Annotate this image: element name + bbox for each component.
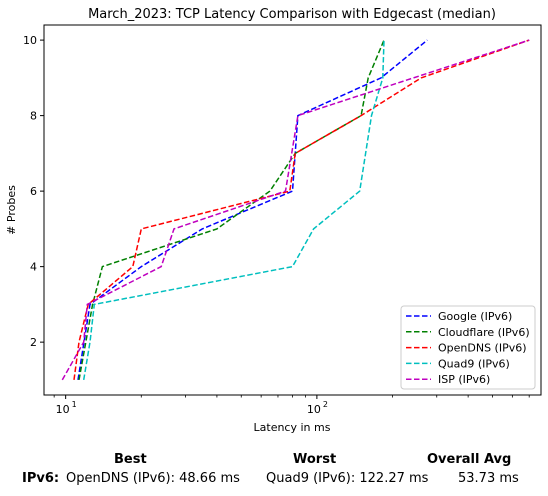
x-tick-label: 10: [307, 403, 321, 416]
y-tick-label: 2: [30, 336, 37, 349]
series-line-opendns-ipv6: [73, 39, 530, 380]
y-axis-label: # Probes: [5, 185, 18, 235]
series-line-isp-ipv6: [61, 39, 530, 381]
series-line-cloudflare-ipv6: [78, 39, 385, 381]
best-header: Best: [114, 452, 147, 467]
x-axis-label: Latency in ms: [254, 421, 331, 434]
legend-label: ISP (IPv6): [438, 373, 490, 386]
legend: Google (IPv6) Cloudflare (IPv6) OpenDNS (I…: [400, 305, 536, 390]
overall-avg-value: 53.73 ms: [458, 471, 519, 486]
legend-box: [400, 305, 536, 390]
series-lines: [61, 39, 530, 381]
legend-label: Quad9 (IPv6): [438, 357, 510, 370]
best-value: OpenDNS (IPv6): 48.66 ms: [66, 471, 240, 486]
y-tick-label: 8: [30, 110, 37, 123]
y-tick-label: 6: [30, 185, 37, 198]
y-tick-label: 10: [23, 34, 37, 47]
latency-chart: March_2023: TCP Latency Comparison with …: [5, 7, 542, 434]
x-tick-exponent: 2: [323, 400, 328, 409]
x-tick-label: 10: [56, 403, 70, 416]
y-tick-label: 4: [30, 261, 37, 274]
x-tick-exponent: 1: [72, 400, 77, 409]
legend-label: Google (IPv6): [438, 310, 512, 323]
overall-avg-header: Overall Avg: [427, 452, 512, 467]
ipv6-row-label: IPv6: [22, 471, 54, 486]
legend-label: OpenDNS (IPv6): [438, 342, 527, 355]
series-line-quad9-ipv6: [82, 40, 385, 381]
chart-title: March_2023: TCP Latency Comparison with …: [88, 7, 496, 22]
series-line-google-ipv6: [77, 39, 428, 381]
legend-label: Cloudflare (IPv6): [438, 326, 530, 339]
worst-header: Worst: [293, 452, 337, 467]
ipv6-row-colon: :: [53, 471, 60, 486]
summary-row: IPv6:: [22, 471, 59, 486]
worst-value: Quad9 (IPv6): 122.27 ms: [266, 471, 429, 486]
